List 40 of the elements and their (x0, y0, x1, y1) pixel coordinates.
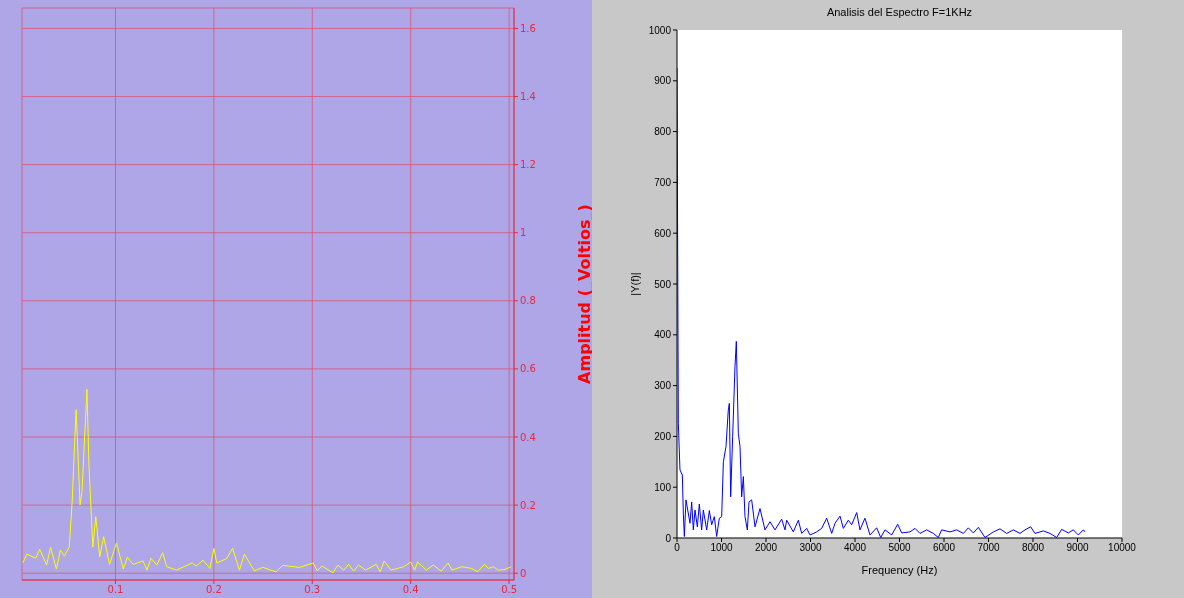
y-tick-label: 500 (654, 278, 672, 290)
y-axis-title: |Y(f)| (628, 272, 641, 296)
x-tick-label: 3000 (799, 542, 823, 554)
x-tick-label: 10000 (1108, 542, 1137, 554)
y-tick-label: 400 (654, 329, 672, 341)
y-tick-label: 0 (665, 532, 672, 544)
y-tick-label: 900 (654, 75, 672, 87)
y-tick-label: 0.2 (520, 499, 536, 511)
x-tick-label: 8000 (1021, 542, 1045, 554)
y-tick-label: 1 (520, 227, 527, 239)
x-tick-label: 0.5 (501, 584, 518, 596)
x-tick-label: 9000 (1066, 542, 1090, 554)
y-tick-label: 300 (654, 380, 672, 392)
y-tick-label: 0.6 (520, 363, 536, 375)
y-tick-label: 0 (520, 567, 527, 579)
x-tick-label: 0.4 (402, 584, 419, 596)
x-tick-label: 4000 (843, 542, 867, 554)
y-tick-label: 200 (654, 430, 672, 442)
y-tick-label: 1000 (648, 24, 672, 36)
y-tick-label: 700 (654, 176, 672, 188)
x-tick-label: 6000 (932, 542, 956, 554)
y-tick-label: 800 (654, 126, 672, 138)
y-tick-label: 1.2 (520, 159, 536, 171)
x-axis-title: Frequency (Hz) (861, 564, 938, 576)
x-tick-label: 0.3 (304, 584, 321, 596)
chart-title: Analisis del Espectro F=1KHz (825, 6, 974, 18)
y-tick-label: 0.4 (520, 431, 536, 443)
y-tick-label: 600 (654, 227, 672, 239)
x-tick-label: 0.1 (107, 584, 124, 596)
x-tick-label: 0.2 (205, 584, 222, 596)
y-tick-label: 100 (654, 481, 672, 493)
x-tick-label: 1000 (710, 542, 734, 554)
x-tick-label: 7000 (977, 542, 1001, 554)
y-tick-label: 1.4 (520, 91, 536, 103)
y-tick-label: 0.8 (520, 295, 536, 307)
x-tick-label: 2000 (754, 542, 778, 554)
y-tick-label: 1.6 (520, 22, 536, 34)
line-series (22, 388, 512, 574)
x-tick-label: 0 (674, 542, 681, 554)
x-tick-label: 5000 (888, 542, 912, 554)
